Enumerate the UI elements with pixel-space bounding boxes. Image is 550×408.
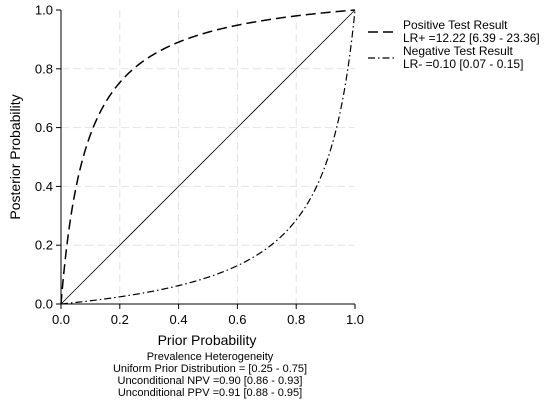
legend-detail-negative: LR- =0.10 [0.07 - 0.15]: [403, 57, 523, 71]
x-axis-label: Prior Probability: [158, 332, 257, 348]
annotation-npv: Unconditional NPV =0.90 [0.86 - 0.93]: [117, 375, 303, 387]
curves: [60, 9, 356, 305]
y-tick-label: 1.0: [35, 3, 53, 18]
x-tick-label: 0.6: [228, 312, 246, 327]
annotation-prevalence-heterogeneity: Prevalence Heterogeneity: [146, 351, 274, 363]
x-tick-label: 0.4: [170, 312, 188, 327]
series-line-negative: [60, 9, 356, 305]
y-axis-label: Posterior Probability: [7, 94, 23, 219]
legend-detail-positive: LR+ =12.22 [6.39 - 23.36]: [403, 31, 540, 45]
legend-label-negative: Negative Test Result: [403, 44, 514, 58]
x-tick-label: 1.0: [346, 312, 364, 327]
y-tick-label: 0.2: [35, 238, 53, 253]
legend-label-positive: Positive Test Result: [403, 18, 508, 32]
y-tick-label: 0.6: [35, 120, 53, 135]
y-tick-label: 0.4: [35, 179, 53, 194]
annotation-uniform-prior: Uniform Prior Distribution = [0.25 - 0.7…: [112, 363, 308, 375]
y-tick-label: 0.0: [35, 297, 53, 312]
grid: [61, 10, 355, 304]
x-tick-label: 0.2: [111, 312, 129, 327]
y-tick-label: 0.8: [35, 61, 53, 76]
annotation-ppv: Unconditional PPV =0.91 [0.88 - 0.95]: [117, 387, 303, 399]
x-tick-label: 0.8: [287, 312, 305, 327]
axes: 0.0 0.2 0.4 0.6 0.8 1.0 0.0 0.2 0.4 0.6 0.8 1.0: [35, 3, 364, 328]
x-tick-label: 0.0: [52, 312, 70, 327]
reference-diagonal-line: [60, 9, 356, 305]
series-line-positive: [60, 9, 356, 305]
